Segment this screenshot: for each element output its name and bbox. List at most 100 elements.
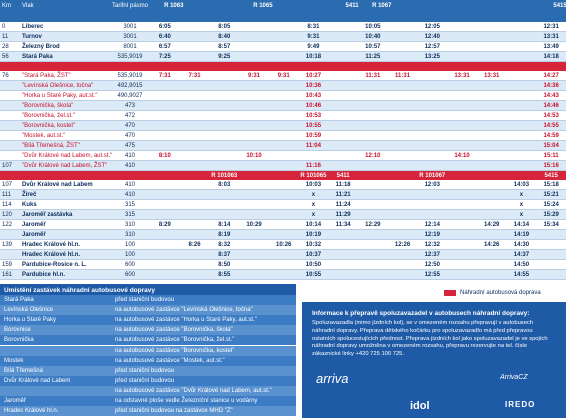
stop-name: Bílá Třemešná xyxy=(4,367,43,374)
time-cell: 8:55 xyxy=(218,272,231,278)
zone-cell: 600 xyxy=(124,272,135,278)
stop-name: Borovnička xyxy=(4,337,34,344)
stop-name: Mostek xyxy=(4,357,24,364)
time-cell: 14:03 xyxy=(513,182,530,188)
station-cell: "Dvůr Králové nad Labem, ŽST" xyxy=(22,163,108,169)
stops-title: Umístění zastávek náhradní autobusové do… xyxy=(4,286,155,294)
stop-row xyxy=(0,295,296,306)
info-text: Spoluzavazadla (mimo jízdních kol), se v… xyxy=(312,320,548,358)
time-cell: 10:53 xyxy=(305,113,322,119)
social-handle: ArrivaCZ xyxy=(500,374,528,381)
zone-cell: 315 xyxy=(124,212,135,218)
time-cell: 10:55 xyxy=(305,123,322,129)
stop-row xyxy=(0,315,296,326)
time-cell: 9:25 xyxy=(218,54,231,60)
km-cell: 28 xyxy=(2,44,9,50)
time-cell: 11:24 xyxy=(335,202,351,208)
zone-cell: 475 xyxy=(124,143,135,149)
time-cell: 8:19 xyxy=(218,232,231,238)
station-cell: "Dvůr Králové nad Labem, aut.st." xyxy=(22,153,113,159)
time-cell: 10:27 xyxy=(305,73,322,79)
time-cell: 10:05 xyxy=(365,24,381,30)
time-cell: 9:31 xyxy=(247,73,260,79)
station-cell: Liberec xyxy=(22,24,44,30)
station-cell: Hradec Králové hl.n. xyxy=(22,242,81,248)
time-cell: x xyxy=(519,192,524,198)
table-row xyxy=(0,180,566,190)
km-cell: 114 xyxy=(2,202,12,208)
time-cell: 12:40 xyxy=(424,34,440,40)
time-cell: 10:18 xyxy=(305,54,322,60)
info-title: Informace k přepravě spoluzavazadel v au… xyxy=(312,310,530,317)
time-cell: 15:11 xyxy=(543,153,559,159)
time-cell: 14:55 xyxy=(543,123,559,129)
station-cell: Jaroměř xyxy=(22,232,46,238)
time-cell: 11:18 xyxy=(335,182,351,188)
station-cell: "Bílá Třemešná, ŽST" xyxy=(22,143,80,149)
station-cell: Hradec Králové hl.n. xyxy=(22,252,81,258)
header-train-number: R 1065 xyxy=(253,3,273,9)
stop-location: na autobusové zastávce "Mostek, aut.st." xyxy=(115,357,225,364)
zone-cell: 600 xyxy=(124,262,135,268)
time-cell: 8:03 xyxy=(218,182,231,188)
stop-row xyxy=(0,375,296,386)
time-cell: 14:46 xyxy=(543,103,559,109)
stop-row xyxy=(0,365,296,376)
km-cell: 11 xyxy=(2,34,9,40)
table-row xyxy=(0,141,566,151)
time-cell: 15:21 xyxy=(543,192,559,198)
time-cell: 10:55 xyxy=(305,272,322,278)
time-cell: 12:29 xyxy=(365,222,381,228)
zone-cell: 310 xyxy=(124,232,135,238)
time-cell: 10:19 xyxy=(305,232,322,238)
km-cell: 120 xyxy=(2,212,13,218)
stop-row xyxy=(0,345,296,356)
time-cell: 8:26 xyxy=(188,242,201,248)
time-cell: 8:31 xyxy=(307,24,320,30)
time-cell: 14:50 xyxy=(513,262,530,268)
time-cell: 14:53 xyxy=(543,113,559,119)
stop-row xyxy=(0,305,296,316)
legend-swatch xyxy=(444,290,456,296)
table-row xyxy=(0,190,566,200)
time-cell: 9:31 xyxy=(277,73,290,79)
zone-cell: 3001 xyxy=(123,34,137,40)
time-cell: 11:34 xyxy=(335,222,351,228)
zone-cell: 310 xyxy=(124,222,135,228)
station-cell: Kuks xyxy=(22,202,37,208)
time-cell: 11:16 xyxy=(305,163,321,169)
time-cell: 15:18 xyxy=(543,182,559,188)
time-cell: 14:37 xyxy=(513,252,530,258)
km-cell: 159 xyxy=(2,262,13,268)
zone-cell: 100 xyxy=(124,252,135,258)
time-cell: x xyxy=(519,202,524,208)
km-cell: 122 xyxy=(2,222,13,228)
time-cell: x xyxy=(311,192,316,198)
station-cell: "Borovnička, kostel" xyxy=(22,123,75,129)
time-cell: 12:57 xyxy=(424,44,440,50)
time-cell: 12:37 xyxy=(424,252,440,258)
time-cell: 8:50 xyxy=(218,262,231,268)
bus-header-cell: 5415 xyxy=(544,172,558,179)
km-cell: 161 xyxy=(2,272,13,278)
bus-header-row xyxy=(0,171,566,180)
time-cell: 8:05 xyxy=(218,24,231,30)
time-cell: 12:31 xyxy=(543,24,559,30)
station-cell: "Horka u Staré Paky, aut.st." xyxy=(22,93,98,99)
table-row xyxy=(0,230,566,240)
bus-header-cell: 5411 xyxy=(336,172,350,179)
stop-location: na autobusové zastávce "Levínská Olešnic… xyxy=(115,307,253,314)
time-cell: 11:29 xyxy=(335,212,351,218)
time-cell: 15:29 xyxy=(543,212,559,218)
header-train-number: 5415 xyxy=(553,3,566,9)
stops-title-bar xyxy=(0,284,296,295)
time-cell: 8:37 xyxy=(218,252,231,258)
table-row xyxy=(0,270,566,280)
km-cell: 107 xyxy=(2,182,13,188)
time-cell: 8:14 xyxy=(218,222,231,228)
table-row xyxy=(0,32,566,42)
zone-cell: 492,9015 xyxy=(117,83,143,89)
header-train: Vlak xyxy=(22,3,34,9)
time-cell: 8:57 xyxy=(218,44,231,50)
